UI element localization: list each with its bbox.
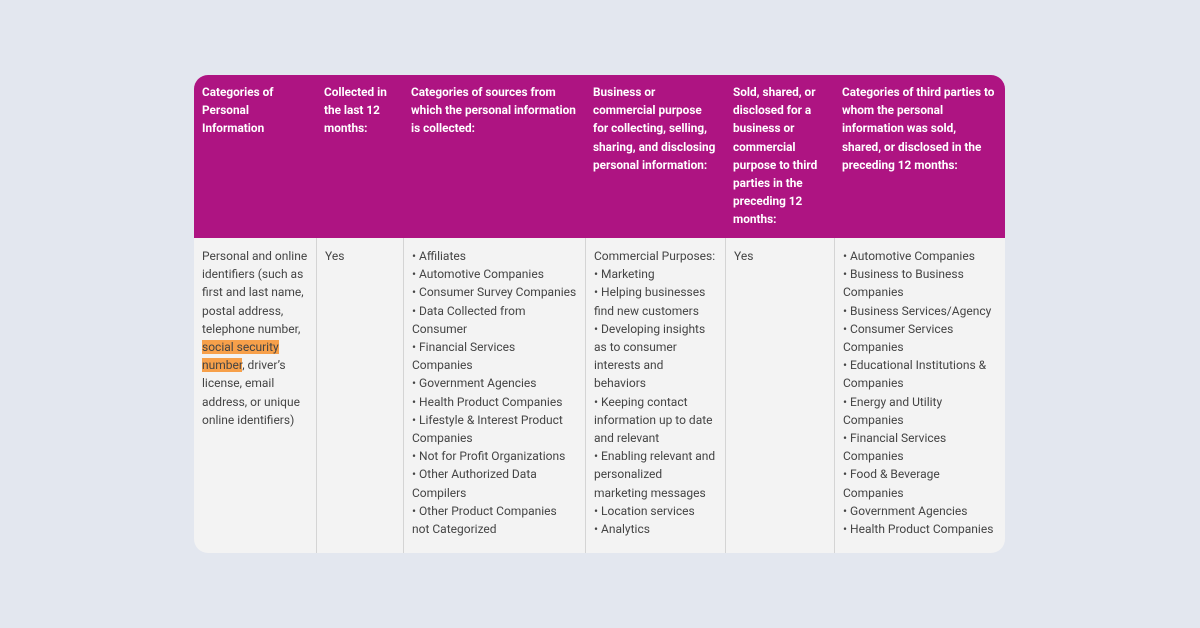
- list-item: • Other Product Companies not Categorize…: [412, 503, 557, 537]
- list: • Marketing • Helping businesses find new…: [594, 265, 717, 538]
- list-item: • Financial Services Companies: [843, 431, 947, 464]
- list-item: • Automotive Companies: [412, 267, 544, 282]
- list-item: • Financial Services Companies: [412, 340, 516, 373]
- list-item: • Not for Profit Organizations: [412, 449, 566, 464]
- header-cell: Categories of third parties to whom the …: [842, 85, 995, 172]
- list-item: • Location services: [594, 503, 695, 518]
- list-item: • Government Agencies: [843, 503, 968, 518]
- list-item: • Automotive Companies: [843, 249, 975, 263]
- body-row: Personal and online identifiers (such as…: [194, 238, 1005, 553]
- list-item: • Enabling relevant and personalized mar…: [594, 449, 716, 500]
- list-item: • Food & Beverage Companies: [843, 467, 940, 500]
- list-item: • Marketing: [594, 267, 655, 282]
- header-row: Categories of Personal Information Colle…: [194, 75, 1005, 238]
- list-item: • Energy and Utility Companies: [843, 394, 943, 427]
- list-item: • Analytics: [594, 522, 650, 537]
- text: Personal and online identifiers (such as…: [202, 249, 308, 336]
- list-item: • Other Authorized Data Compilers: [412, 467, 537, 500]
- table: Categories of Personal Information Colle…: [194, 75, 1005, 553]
- header-cell: Categories of sources from which the per…: [411, 85, 576, 136]
- list-item: • Data Collected from Consumer: [412, 303, 526, 336]
- list-item: • Affiliates: [412, 249, 466, 263]
- list-item: • Educational Institutions & Companies: [843, 358, 987, 391]
- list-item: • Keeping contact information up to date…: [594, 394, 713, 446]
- header-cell: Collected in the last 12 months:: [324, 85, 387, 136]
- list-item: • Health Product Companies: [843, 522, 994, 537]
- header-cell: Sold, shared, or disclosed for a busines…: [733, 85, 818, 227]
- cell: Commercial Purposes: • Marketing • Helping…: [585, 238, 725, 553]
- text: , driver’s license, email address, or un…: [202, 358, 300, 427]
- header-cell: Business or commercial purpose for colle…: [593, 85, 716, 172]
- list-item: • Developing insights as to consumer int…: [594, 321, 706, 391]
- header-cell: Categories of Personal Information: [202, 85, 274, 136]
- text: Commercial Purposes:: [594, 249, 716, 263]
- cell: Yes: [316, 238, 403, 553]
- list-item: • Government Agencies: [412, 376, 537, 391]
- list-item: • Business to Business Companies: [843, 267, 964, 300]
- cell: • Affiliates • Automotive Companies • Cons…: [403, 238, 585, 553]
- cell: Yes: [725, 238, 834, 553]
- list-item: • Consumer Services Companies: [843, 321, 954, 355]
- cell: Personal and online identifiers (such as…: [194, 238, 316, 553]
- list-item: • Consumer Survey Companies: [412, 285, 577, 300]
- list-item: • Helping businesses find new customers: [594, 285, 706, 318]
- list-item: • Health Product Companies: [412, 394, 563, 409]
- list-item: • Lifestyle & Interest Product Companies: [412, 412, 563, 446]
- list-item: • Business Services/Agency: [843, 303, 992, 318]
- cell: • Automotive Companies • Business to Busi…: [834, 238, 1005, 553]
